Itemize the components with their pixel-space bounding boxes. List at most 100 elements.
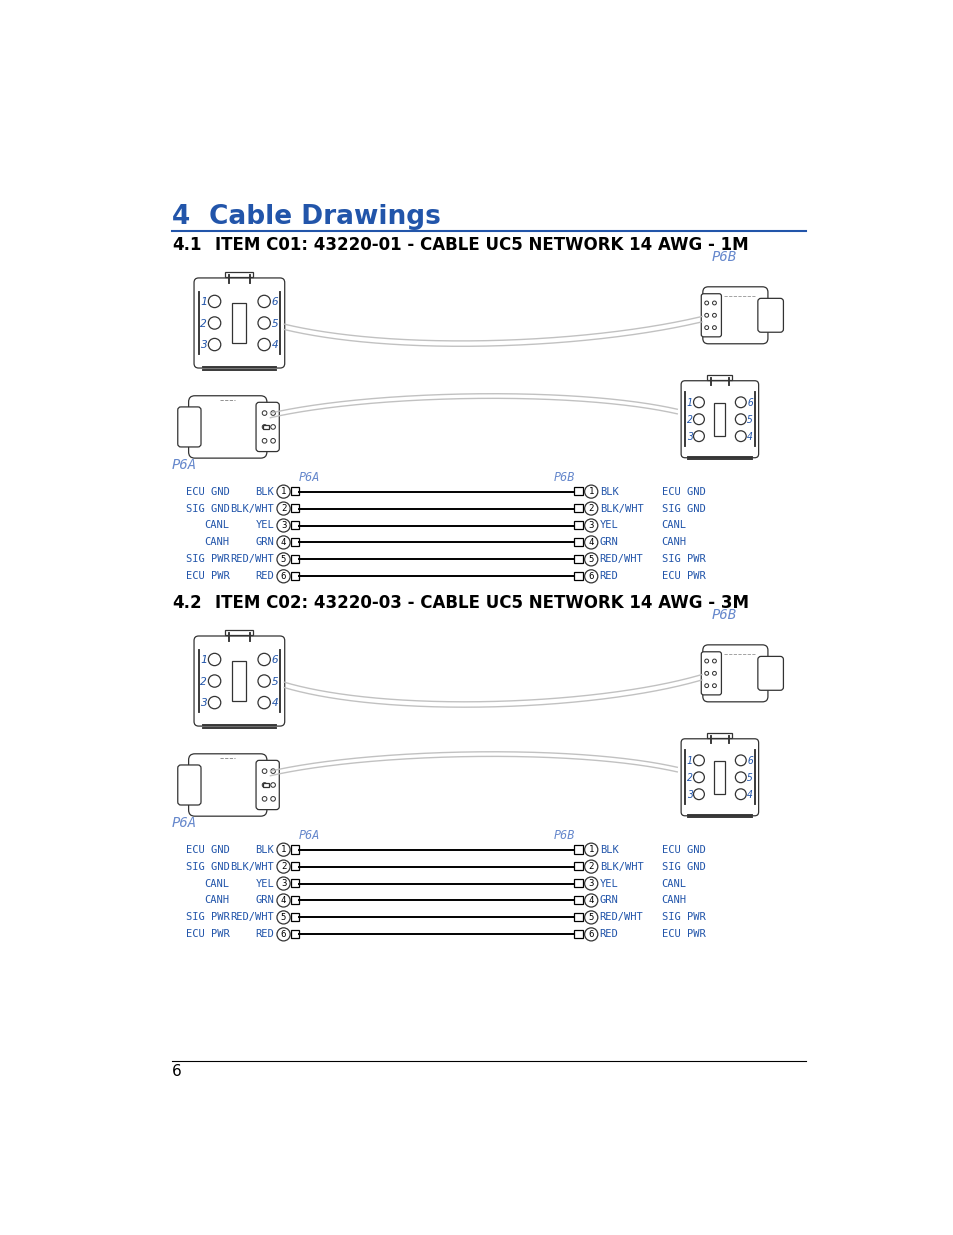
Text: 3: 3	[686, 790, 692, 800]
Text: CANH: CANH	[204, 895, 229, 905]
Text: ECU GND: ECU GND	[661, 845, 705, 855]
Text: BLK/WHT: BLK/WHT	[599, 862, 643, 872]
Bar	[574, 504, 582, 513]
Bar	[574, 845, 582, 853]
Text: YEL: YEL	[255, 878, 274, 888]
Text: RED: RED	[599, 930, 618, 940]
Bar	[291, 487, 298, 495]
Text: 6: 6	[280, 572, 286, 580]
Text: 1: 1	[588, 845, 594, 855]
Text: 5: 5	[746, 773, 752, 783]
Text: ECU PWR: ECU PWR	[661, 930, 705, 940]
Text: 2: 2	[588, 504, 594, 513]
Bar	[707, 734, 732, 739]
Text: 5: 5	[272, 677, 278, 687]
Text: 4: 4	[746, 790, 752, 800]
Bar	[263, 425, 269, 430]
Text: 1: 1	[200, 298, 207, 308]
Text: CANL: CANL	[204, 520, 229, 531]
Bar	[291, 504, 298, 513]
Bar	[574, 913, 582, 921]
Text: YEL: YEL	[255, 520, 274, 531]
Text: 3: 3	[200, 698, 207, 709]
Text: YEL: YEL	[599, 878, 618, 888]
Bar	[291, 537, 298, 546]
Text: 4: 4	[272, 341, 278, 351]
Bar	[574, 521, 582, 530]
Text: RED: RED	[255, 572, 274, 582]
Text: P6A: P6A	[172, 458, 197, 472]
Bar	[291, 913, 298, 921]
FancyBboxPatch shape	[702, 645, 767, 701]
Text: 4: 4	[280, 895, 286, 905]
Bar	[225, 630, 253, 635]
FancyBboxPatch shape	[177, 406, 201, 447]
Text: GRN: GRN	[255, 895, 274, 905]
Text: CANL: CANL	[661, 878, 686, 888]
Text: P6B: P6B	[554, 472, 575, 484]
Text: RED/WHT: RED/WHT	[231, 555, 274, 564]
FancyBboxPatch shape	[757, 656, 782, 690]
Text: 2: 2	[686, 773, 692, 783]
Text: 2: 2	[200, 677, 207, 687]
Text: P6B: P6B	[710, 609, 736, 622]
Text: 4: 4	[280, 538, 286, 547]
FancyBboxPatch shape	[177, 764, 201, 805]
Bar	[233, 303, 246, 343]
Text: BLK: BLK	[255, 487, 274, 496]
Text: BLK: BLK	[599, 487, 618, 496]
Text: SIG GND: SIG GND	[661, 504, 705, 514]
FancyBboxPatch shape	[189, 753, 267, 816]
Text: GRN: GRN	[599, 895, 618, 905]
Text: 6: 6	[272, 298, 278, 308]
Bar	[574, 537, 582, 546]
Text: 5: 5	[588, 913, 594, 923]
Text: CANH: CANH	[204, 537, 229, 547]
Bar	[714, 761, 724, 794]
Text: 1: 1	[280, 487, 286, 496]
Text: SIG GND: SIG GND	[661, 862, 705, 872]
Text: 1: 1	[200, 656, 207, 666]
Bar	[574, 879, 582, 888]
Text: P6A: P6A	[172, 816, 197, 830]
Bar	[291, 862, 298, 871]
Text: RED/WHT: RED/WHT	[231, 913, 274, 923]
Text: 6: 6	[272, 656, 278, 666]
Text: SIG GND: SIG GND	[185, 862, 229, 872]
Text: ITEM C01: 43220-01 - CABLE UC5 NETWORK 14 AWG - 1M: ITEM C01: 43220-01 - CABLE UC5 NETWORK 1…	[214, 236, 747, 254]
Text: ECU GND: ECU GND	[185, 487, 229, 496]
Bar	[574, 930, 582, 939]
Text: 4: 4	[588, 538, 594, 547]
Text: 4: 4	[588, 895, 594, 905]
FancyBboxPatch shape	[757, 299, 782, 332]
Text: SIG PWR: SIG PWR	[661, 913, 705, 923]
Text: 3: 3	[686, 432, 692, 442]
Text: 4.1: 4.1	[172, 236, 201, 254]
Text: 6: 6	[280, 930, 286, 939]
Text: 4: 4	[172, 204, 190, 230]
Text: RED/WHT: RED/WHT	[599, 555, 643, 564]
Text: ECU GND: ECU GND	[185, 845, 229, 855]
Text: RED: RED	[255, 930, 274, 940]
Bar	[291, 895, 298, 904]
Text: BLK/WHT: BLK/WHT	[599, 504, 643, 514]
FancyBboxPatch shape	[255, 403, 279, 452]
Text: 4: 4	[746, 432, 752, 442]
Text: 5: 5	[280, 913, 286, 923]
Text: 3: 3	[280, 879, 286, 888]
Bar	[233, 661, 246, 701]
Text: 2: 2	[588, 862, 594, 871]
FancyBboxPatch shape	[700, 294, 720, 337]
Bar	[291, 879, 298, 888]
FancyBboxPatch shape	[193, 278, 284, 368]
Bar	[291, 521, 298, 530]
FancyBboxPatch shape	[700, 652, 720, 695]
Text: 1: 1	[280, 845, 286, 855]
Bar	[574, 572, 582, 580]
Text: 3: 3	[588, 879, 594, 888]
Text: ECU PWR: ECU PWR	[661, 572, 705, 582]
Text: P6B: P6B	[554, 830, 575, 842]
Text: 2: 2	[280, 862, 286, 871]
Text: 5: 5	[588, 555, 594, 564]
Text: SIG PWR: SIG PWR	[185, 913, 229, 923]
